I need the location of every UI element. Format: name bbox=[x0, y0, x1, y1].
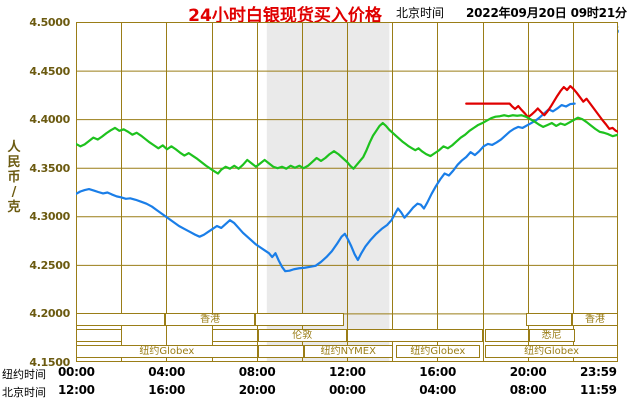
series-line-2 bbox=[76, 114, 618, 175]
x-axis-row1-label: 纽约时间 bbox=[2, 368, 46, 381]
session-bar bbox=[76, 329, 123, 342]
page-title: 24小时白银现货买入价格 bbox=[188, 6, 382, 26]
series-line-0 bbox=[76, 102, 576, 273]
x-axis-row2-label: 北京时间 bbox=[2, 386, 46, 399]
series-line-1 bbox=[465, 85, 618, 133]
plot-area bbox=[76, 22, 618, 362]
session-bar-香港: 香港 bbox=[571, 313, 618, 326]
session-bar bbox=[257, 345, 304, 358]
session-bar bbox=[347, 329, 483, 342]
y-axis-title: 人民币 / 克 bbox=[7, 140, 21, 215]
session-bar bbox=[211, 329, 258, 342]
y-axis-tick: 4.4000 bbox=[29, 113, 70, 127]
y-axis-tick: 4.3500 bbox=[29, 161, 70, 175]
session-bar-香港: 香港 bbox=[165, 313, 255, 326]
x-axis-ny-tick: 04:00 bbox=[148, 365, 185, 379]
x-axis-bj-tick: 16:00 bbox=[148, 383, 185, 397]
session-bar-纽约Globex: 纽约Globex bbox=[485, 345, 618, 358]
session-bar bbox=[254, 313, 345, 326]
x-axis-bj-tick: 04:00 bbox=[419, 383, 456, 397]
market-session-bars: 香港 香港 伦敦 悉尼 纽约Globex 纽约NYMEX 纽约Globex 纽约Globex bbox=[76, 313, 618, 362]
x-axis-bj-tick: 20:00 bbox=[238, 383, 276, 397]
x-axis-ny-tick: 20:00 bbox=[509, 365, 547, 379]
x-axis-bj-tick: 12:00 bbox=[58, 383, 95, 397]
y-axis-tick: 4.4500 bbox=[29, 64, 70, 78]
x-axis-ny-tick: 23:59 bbox=[580, 365, 617, 379]
y-axis-tick: 4.5000 bbox=[29, 16, 70, 29]
x-axis-ny-tick: 12:00 bbox=[329, 365, 366, 379]
x-axis-bj-tick: 11:59 bbox=[580, 383, 617, 397]
beijing-time-label: 北京时间 bbox=[396, 6, 445, 20]
x-axis-bj-tick: 00:00 bbox=[329, 383, 366, 397]
x-axis-bj-tick: 08:00 bbox=[509, 383, 547, 397]
session-bar-纽约Globex: 纽约Globex bbox=[76, 345, 258, 358]
y-axis-tick: 4.2000 bbox=[29, 307, 70, 321]
session-bar-伦敦: 伦敦 bbox=[257, 329, 347, 342]
session-bar-悉尼: 悉尼 bbox=[528, 329, 575, 342]
session-bar bbox=[76, 313, 166, 326]
x-axis-ny-tick: 16:00 bbox=[419, 365, 456, 379]
session-bar bbox=[485, 329, 529, 342]
y-axis-tick-labels: 4.5000 4.4500 4.4000 4.3500 4.3000 4.2500 4.20… bbox=[0, 0, 70, 400]
session-bar-纽约Globex: 纽约Globex bbox=[395, 345, 480, 358]
y-axis-tick: 4.3000 bbox=[29, 210, 70, 224]
session-bar-纽约NYMEX: 纽约NYMEX bbox=[303, 345, 393, 358]
x-axis-ny-tick: 08:00 bbox=[238, 365, 276, 379]
y-axis-tick: 4.2500 bbox=[29, 258, 70, 272]
beijing-time-value: 2022年09月20日 09时21分 bbox=[466, 6, 627, 20]
x-axis-ny-tick: 00:00 bbox=[58, 365, 95, 379]
price-line-chart bbox=[76, 22, 618, 362]
session-bar bbox=[525, 313, 572, 326]
y-axis-tick: 4.1500 bbox=[29, 356, 70, 369]
